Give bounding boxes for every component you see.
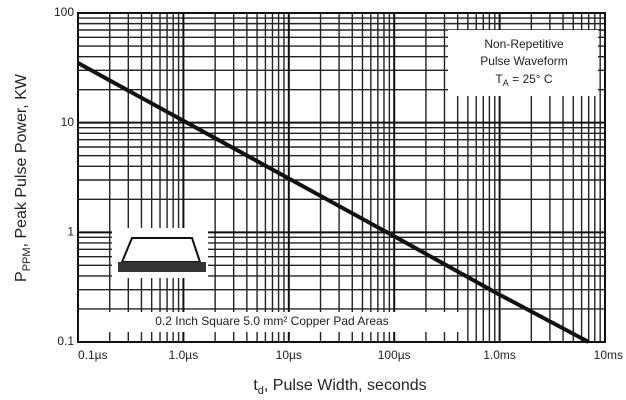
y-tick-label: 10 (61, 115, 75, 129)
annotation-temperature: TA = 25° C (495, 72, 553, 88)
temp-text: = 25° C (509, 72, 553, 86)
pad-note-box (84, 312, 460, 332)
x-label-subscript: d (258, 385, 264, 397)
plot-frame (77, 12, 606, 343)
annotation-line: Pulse Waveform (480, 54, 568, 68)
x-tick-label: 100µs (378, 348, 411, 362)
data-line (77, 61, 590, 344)
temp-symbol: T (495, 72, 503, 86)
y-tick-label: 1 (67, 225, 74, 239)
pad-note: 0.2 Inch Square 5.0 mm² Copper Pad Areas (155, 314, 388, 328)
y-label-symbol: P (13, 271, 30, 282)
x-tick-label: 1.0µs (169, 348, 199, 362)
annotation-line: Non-Repetitive (484, 37, 564, 51)
y-axis-label: PPPM, Peak Pulse Power, KW (13, 73, 33, 282)
y-tick-label: 0.1 (57, 334, 74, 348)
x-tick-label: 1.0ms (483, 348, 516, 362)
icon-body (120, 237, 202, 263)
x-axis-label: td, Pulse Width, seconds (253, 377, 426, 397)
x-tick-label: 0.1µs (78, 348, 108, 362)
x-tick-label: 10ms (594, 348, 623, 362)
y-label-text: , Peak Pulse Power, KW (13, 73, 30, 247)
icon-base (118, 262, 206, 272)
x-tick-label: 10µs (276, 348, 302, 362)
y-label-subscript: PPM (21, 247, 33, 271)
package-icon (112, 228, 208, 278)
x-label-text: , Pulse Width, seconds (264, 377, 427, 394)
x-label-symbol: t (253, 377, 258, 394)
y-tick-label: 100 (54, 5, 74, 19)
annotation-box (448, 30, 598, 96)
marks (77, 61, 590, 344)
temp-subscript: A (503, 78, 509, 88)
